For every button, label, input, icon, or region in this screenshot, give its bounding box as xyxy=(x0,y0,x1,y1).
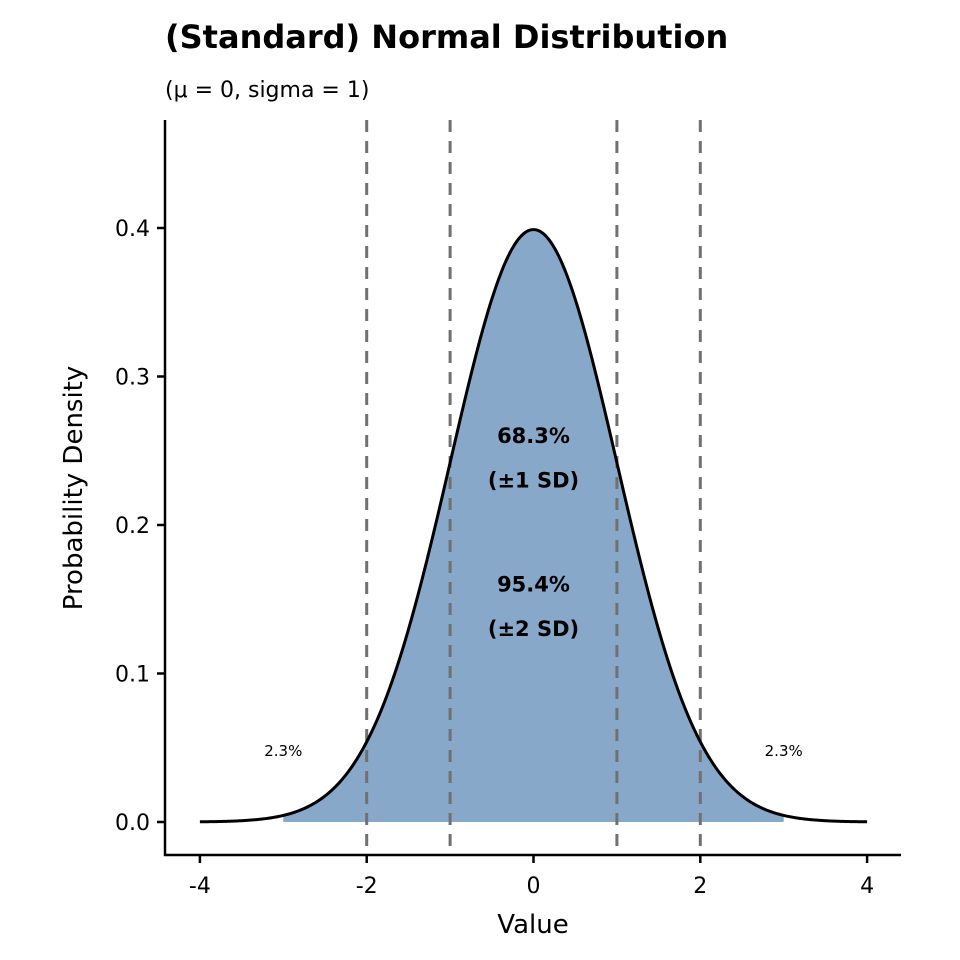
y-tick-label: 0.3 xyxy=(115,366,150,391)
y-axis-label: Probability Density xyxy=(59,366,89,611)
x-tick-label: 2 xyxy=(693,874,707,899)
x-tick-label: 4 xyxy=(860,874,874,899)
y-tick-label: 0.1 xyxy=(115,663,150,688)
annotation-label: (±2 SD) xyxy=(488,617,579,641)
density-curve xyxy=(199,228,868,824)
x-tick-label: -4 xyxy=(189,874,211,899)
y-tick-label: 0.2 xyxy=(115,514,150,539)
shaded-area xyxy=(283,229,784,822)
x-tick-label: -2 xyxy=(356,874,378,899)
chart-subtitle: (μ = 0, sigma = 1) xyxy=(165,78,369,103)
x-tick-label: 0 xyxy=(527,874,541,899)
annotation-label: 68.3% xyxy=(497,424,570,448)
y-tick-label: 0.4 xyxy=(115,217,150,242)
chart-title: (Standard) Normal Distribution xyxy=(165,18,728,56)
x-axis-label: Value xyxy=(497,910,568,940)
annotation-label: (±1 SD) xyxy=(488,468,579,492)
annotation-label: 2.3% xyxy=(264,742,302,760)
annotation-label: 95.4% xyxy=(497,572,570,596)
y-tick-label: 0.0 xyxy=(115,811,150,836)
annotation-label: 2.3% xyxy=(765,742,803,760)
